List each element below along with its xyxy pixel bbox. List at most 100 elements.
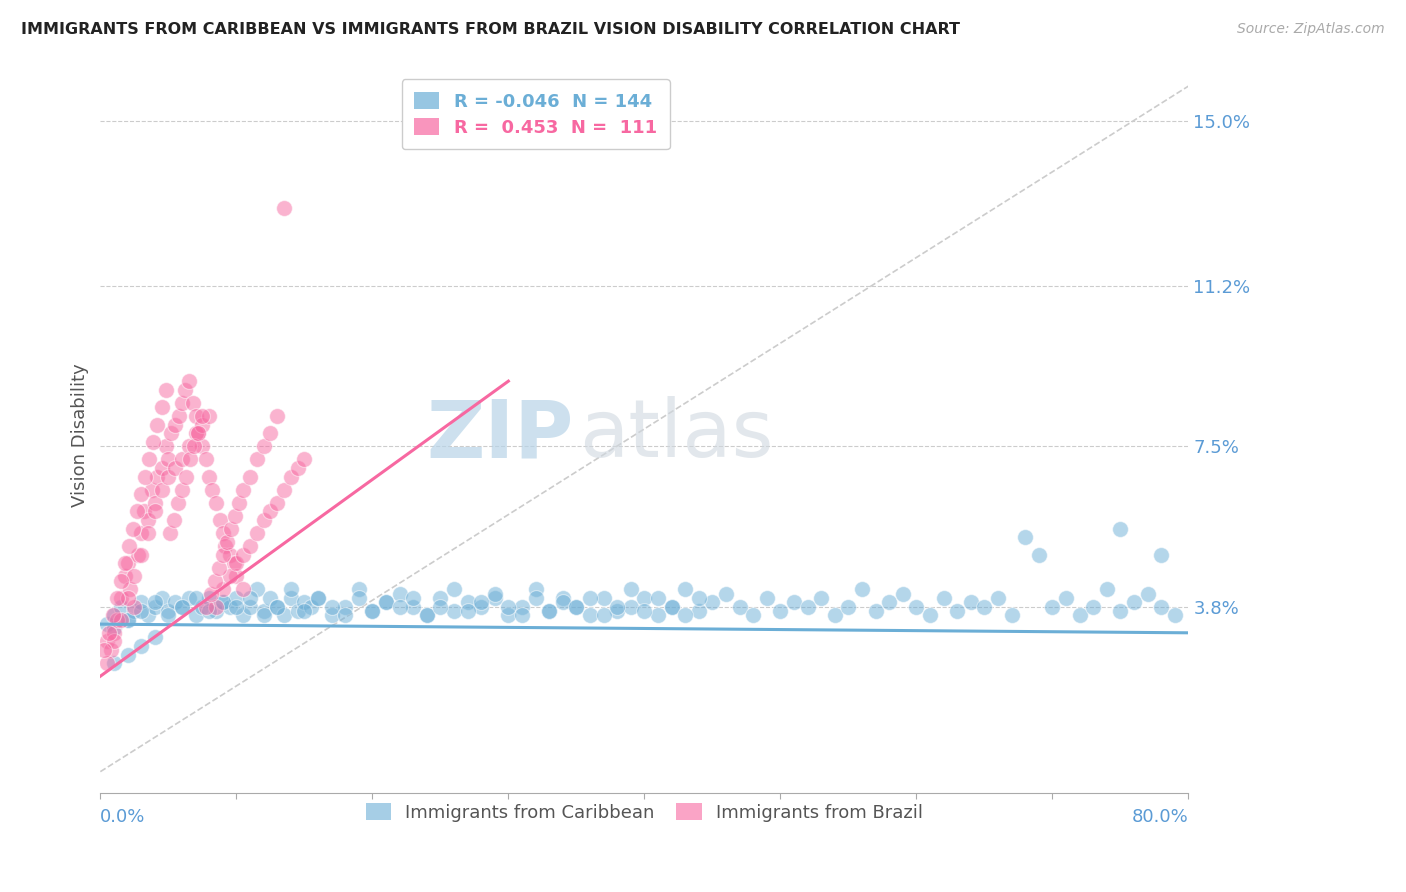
Point [173,383,195,397]
Point [134,469,156,483]
Point [159,526,181,541]
Point [361,604,384,618]
Point [170,599,193,614]
Point [1095,582,1118,597]
Point [103,625,125,640]
Point [165,417,187,432]
Point [218,548,240,562]
Point [150,461,173,475]
Point [273,483,295,497]
Point [824,608,846,623]
Point [796,599,818,614]
Point [150,483,173,497]
Point [103,656,125,670]
Point [280,591,302,606]
Point [259,591,281,606]
Point [195,452,218,467]
Point [620,582,643,597]
Point [184,608,207,623]
Point [122,522,145,536]
Point [457,604,479,618]
Point [246,452,269,467]
Point [129,595,152,609]
Point [1069,608,1091,623]
Point [117,613,139,627]
Point [174,469,197,483]
Point [198,604,221,618]
Point [129,487,152,501]
Point [120,582,142,597]
Point [498,608,520,623]
Point [232,483,254,497]
Point [299,599,322,614]
Point [124,569,146,583]
Point [292,452,315,467]
Point [211,548,233,562]
Point [118,539,141,553]
Point [728,599,751,614]
Point [673,608,696,623]
Point [266,496,288,510]
Point [105,591,128,606]
Point [141,483,163,497]
Point [416,608,439,623]
Point [170,396,193,410]
Point [1164,608,1187,623]
Text: 80.0%: 80.0% [1132,807,1188,826]
Point [208,560,231,574]
Point [146,469,169,483]
Point [321,599,343,614]
Point [170,452,193,467]
Point [551,595,574,609]
Point [287,604,309,618]
Point [191,409,214,423]
Point [157,608,180,623]
Point [204,574,226,588]
Point [157,452,180,467]
Point [837,599,859,614]
Point [259,426,281,441]
Point [280,469,302,483]
Point [470,599,492,614]
Point [129,526,152,541]
Point [661,599,683,614]
Point [1150,548,1173,562]
Point [510,599,533,614]
Point [136,526,159,541]
Point [125,504,148,518]
Point [1028,548,1050,562]
Point [214,539,236,553]
Point [266,599,288,614]
Point [117,591,139,606]
Point [225,599,247,614]
Point [100,643,122,657]
Text: atlas: atlas [579,396,773,475]
Point [124,604,146,618]
Point [110,613,132,627]
Point [218,569,240,583]
Point [195,599,218,614]
Point [918,608,941,623]
Point [224,508,246,523]
Point [259,504,281,518]
Point [592,608,614,623]
Point [143,595,166,609]
Point [416,608,439,623]
Point [114,569,136,583]
Point [606,604,628,618]
Point [177,374,200,388]
Point [551,591,574,606]
Point [201,483,224,497]
Point [136,608,159,623]
Point [184,409,207,423]
Point [110,574,132,588]
Point [273,608,295,623]
Point [429,591,451,606]
Point [266,409,288,423]
Point [742,608,765,623]
Point [184,591,207,606]
Point [150,400,173,414]
Point [211,582,233,597]
Point [129,639,152,653]
Point [117,613,139,627]
